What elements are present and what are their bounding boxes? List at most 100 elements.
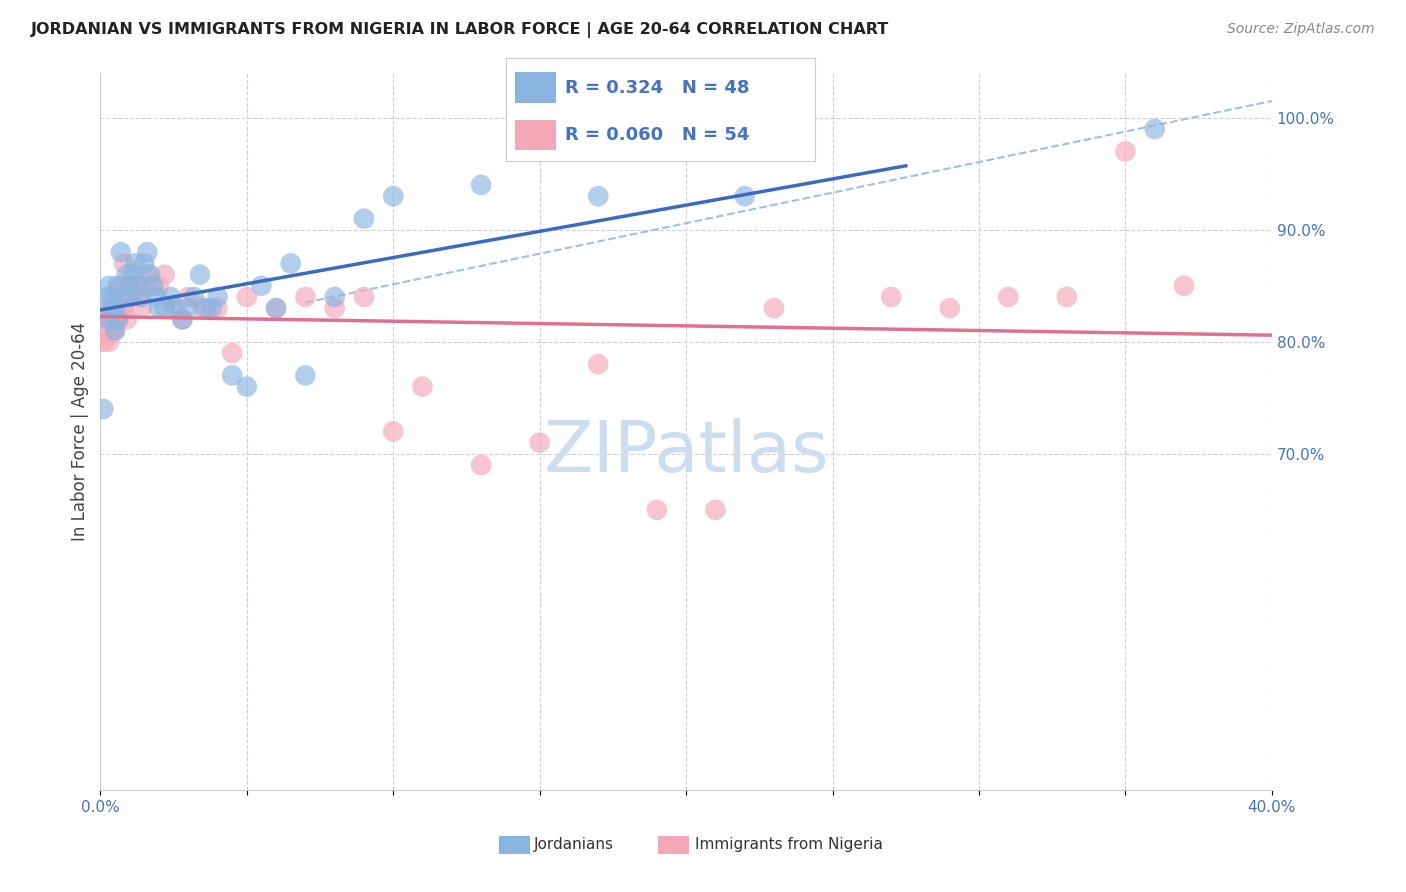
Point xyxy=(353,211,375,226)
Point xyxy=(118,290,141,304)
Point xyxy=(104,324,127,338)
Point xyxy=(131,290,153,304)
Point xyxy=(110,278,132,293)
Point xyxy=(139,268,162,282)
Point xyxy=(294,368,316,383)
Text: JORDANIAN VS IMMIGRANTS FROM NIGERIA IN LABOR FORCE | AGE 20-64 CORRELATION CHAR: JORDANIAN VS IMMIGRANTS FROM NIGERIA IN … xyxy=(31,22,889,38)
Text: Jordanians: Jordanians xyxy=(534,838,614,852)
Point xyxy=(207,290,229,304)
Point xyxy=(124,278,146,293)
Point xyxy=(470,178,492,192)
Point xyxy=(134,278,156,293)
Text: Immigrants from Nigeria: Immigrants from Nigeria xyxy=(695,838,883,852)
Point xyxy=(207,301,229,316)
Point xyxy=(98,312,121,326)
Point xyxy=(101,301,124,316)
Point xyxy=(127,278,149,293)
Point xyxy=(118,278,141,293)
Point xyxy=(938,301,960,316)
Text: R = 0.324   N = 48: R = 0.324 N = 48 xyxy=(565,78,749,96)
Point xyxy=(1143,122,1166,136)
Point xyxy=(382,189,405,203)
Point xyxy=(91,312,114,326)
Point xyxy=(142,278,165,293)
Point xyxy=(412,379,434,393)
Point xyxy=(166,301,188,316)
Point xyxy=(107,312,129,326)
Point xyxy=(201,301,224,316)
Point xyxy=(588,189,610,203)
Point xyxy=(734,189,756,203)
Point xyxy=(353,290,375,304)
Point xyxy=(136,245,159,260)
Point xyxy=(153,301,176,316)
Point xyxy=(1173,278,1195,293)
Point xyxy=(136,268,159,282)
Point xyxy=(115,290,138,304)
Point xyxy=(107,290,129,304)
Point xyxy=(221,368,243,383)
Text: Source: ZipAtlas.com: Source: ZipAtlas.com xyxy=(1227,22,1375,37)
Point xyxy=(112,290,135,304)
Point xyxy=(762,301,785,316)
Point xyxy=(470,458,492,472)
Point xyxy=(177,290,200,304)
Y-axis label: In Labor Force | Age 20-64: In Labor Force | Age 20-64 xyxy=(72,322,89,541)
Point xyxy=(134,256,156,270)
Point xyxy=(188,268,211,282)
Point xyxy=(98,278,121,293)
Text: ZIPatlas: ZIPatlas xyxy=(543,418,830,487)
FancyBboxPatch shape xyxy=(516,72,555,103)
Point xyxy=(104,301,127,316)
Point xyxy=(250,278,273,293)
Point xyxy=(112,301,135,316)
Point xyxy=(880,290,903,304)
Point xyxy=(153,268,176,282)
Point xyxy=(172,312,194,326)
Point xyxy=(142,278,165,293)
Point xyxy=(118,278,141,293)
Point xyxy=(104,324,127,338)
Point xyxy=(118,290,141,304)
Point xyxy=(96,301,118,316)
Point xyxy=(107,278,129,293)
Point xyxy=(121,290,143,304)
Point xyxy=(148,301,170,316)
Point xyxy=(101,290,124,304)
Point xyxy=(1056,290,1078,304)
Point xyxy=(115,268,138,282)
Point xyxy=(177,301,200,316)
Point xyxy=(294,290,316,304)
Point xyxy=(101,324,124,338)
Point xyxy=(104,312,127,326)
Point xyxy=(1114,145,1136,159)
Text: R = 0.060   N = 54: R = 0.060 N = 54 xyxy=(565,126,749,144)
Point xyxy=(997,290,1019,304)
FancyBboxPatch shape xyxy=(516,120,555,150)
Point xyxy=(107,312,129,326)
Point xyxy=(115,312,138,326)
Point xyxy=(588,357,610,371)
Point xyxy=(112,256,135,270)
Point xyxy=(194,301,217,316)
Point xyxy=(162,301,184,316)
Point xyxy=(124,256,146,270)
Point xyxy=(183,290,205,304)
Point xyxy=(91,334,114,349)
Point xyxy=(236,290,259,304)
Point xyxy=(127,290,149,304)
Point xyxy=(96,290,118,304)
Point xyxy=(148,278,170,293)
Point xyxy=(323,290,346,304)
Point xyxy=(101,301,124,316)
Point xyxy=(382,425,405,439)
Point xyxy=(280,256,302,270)
Point xyxy=(221,346,243,360)
Point xyxy=(529,435,551,450)
Point xyxy=(172,312,194,326)
Point xyxy=(191,301,214,316)
Point xyxy=(323,301,346,316)
Point xyxy=(96,324,118,338)
Point xyxy=(121,268,143,282)
Point xyxy=(145,290,167,304)
